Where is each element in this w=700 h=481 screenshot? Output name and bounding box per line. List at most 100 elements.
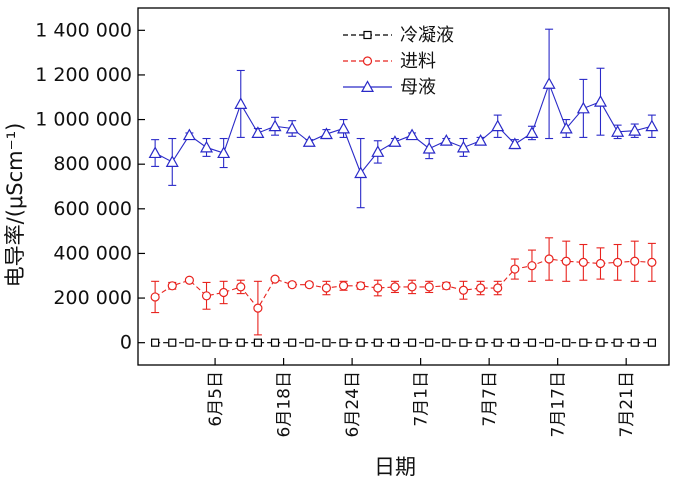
data-point [474,134,488,146]
y-tick-label: 200 000 [53,287,132,309]
data-point [628,123,642,136]
data-point [613,338,622,347]
data-point [576,101,590,114]
data-point [476,338,485,347]
data-point [493,338,502,347]
data-point [422,141,436,154]
data-point [199,140,214,153]
data-point [458,285,469,295]
data-point [542,77,556,89]
data-point [390,282,400,292]
x-tick-label: 7月7日 [480,371,500,427]
data-point [491,119,505,132]
series-triangle [148,28,659,209]
x-tick-label: 7月21日 [617,371,637,437]
data-point [561,256,571,266]
data-point [371,145,385,157]
data-point [319,127,333,140]
data-point [285,121,299,134]
data-point [337,121,351,134]
data-point [234,97,248,109]
data-point [645,119,659,132]
legend-marker [360,80,375,93]
data-point [424,282,434,292]
data-point [148,146,162,159]
data-point [578,257,588,267]
y-axis-title: 电导率/(μScm⁻¹) [3,123,27,288]
data-point [150,292,160,302]
x-tick-label: 7月1日 [412,371,432,427]
data-point [493,283,503,293]
data-point [253,303,263,313]
data-point [305,338,314,347]
y-axis: 0 200 000 400 000 600 000 800 000 1 000 000 1 … [35,19,145,354]
data-point [356,281,366,291]
data-point [165,155,179,167]
data-point [527,338,537,347]
series-line [154,82,653,175]
data-point [236,282,246,292]
x-tick-label: 6月18日 [275,371,295,437]
data-point [184,275,194,285]
legend-marker [362,56,373,66]
data-point [456,140,470,153]
series-circle [150,237,657,336]
data-point [354,166,368,179]
data-point [459,338,468,347]
data-point [219,287,229,298]
data-point [201,291,212,301]
y-tick-label: 0 [120,332,132,354]
x-tick-label: 6月5日 [206,371,226,427]
data-point [405,128,419,141]
data-point [151,338,160,347]
data-point [356,338,365,347]
data-point [390,338,400,347]
data-point [339,338,348,347]
data-point [475,283,486,293]
data-point [630,338,639,347]
data-point [304,280,314,290]
data-point [322,338,331,347]
y-tick-label: 1 200 000 [35,64,132,86]
x-axis-title: 日期 [374,455,416,479]
plot-frame [137,7,670,366]
data-point [253,338,263,347]
x-tick-label: 7月17日 [549,371,569,437]
data-point [595,258,606,269]
data-point [559,121,573,134]
data-point [338,281,349,291]
y-tick-label: 800 000 [53,153,132,175]
series-line [154,258,652,310]
data-point [613,257,623,267]
data-point [185,338,194,347]
data-point [167,281,177,291]
data-point [202,338,211,347]
data-point [251,126,265,138]
data-point [182,128,196,141]
data-point [579,338,588,347]
data-point [268,119,282,132]
series-square [151,338,656,347]
data-point [630,256,640,266]
data-point [373,283,383,293]
data-point [407,282,417,292]
data-point [647,338,656,347]
data-point [288,338,297,347]
x-tick-label: 6月24日 [343,371,363,437]
data-point [647,257,657,267]
data-point [544,254,554,264]
data-point [321,283,332,293]
data-point [373,338,382,347]
data-point [525,126,539,138]
series-layer [148,28,659,347]
legend-marker [363,30,372,40]
data-point [302,135,316,147]
data-point [510,338,519,347]
data-point [510,264,520,274]
data-point [270,338,280,347]
data-point [287,280,297,290]
legend-label: 母液 [400,77,436,98]
data-point [270,274,280,284]
